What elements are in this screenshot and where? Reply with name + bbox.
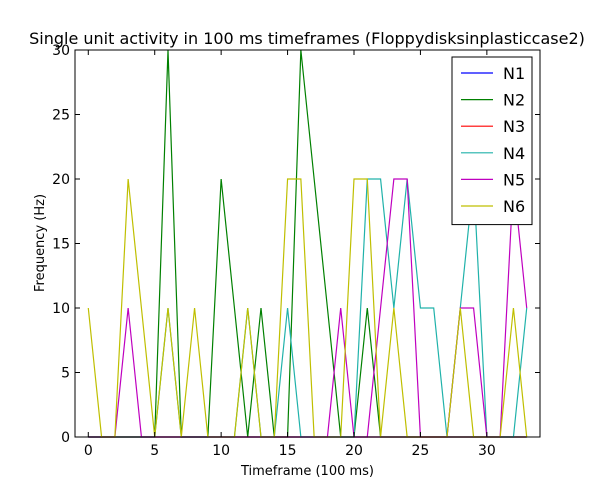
y-tick-label: 20: [52, 172, 70, 188]
legend-label: N6: [503, 197, 525, 216]
chart-title: Single unit activity in 100 ms timeframe…: [29, 29, 585, 48]
y-tick-label: 0: [61, 430, 70, 446]
y-tick-label: 15: [52, 237, 70, 253]
x-tick-label: 30: [478, 443, 496, 459]
legend-label: N1: [503, 64, 525, 83]
y-tick-label: 5: [61, 366, 70, 382]
legend-label: N3: [503, 117, 525, 136]
x-axis: 0 5 10 15 20 25 30: [84, 50, 496, 459]
x-tick-label: 0: [84, 443, 93, 459]
legend-label: N5: [503, 170, 525, 189]
series-line-n6: [87, 178, 528, 438]
x-tick-label: 15: [279, 443, 297, 459]
legend-label: N2: [503, 91, 525, 110]
y-tick-label: 10: [52, 301, 70, 317]
x-axis-label: Timeframe (100 ms): [240, 464, 374, 479]
legend: N1 N2 N3 N4 N5 N6: [451, 56, 533, 226]
x-tick-label: 20: [345, 443, 363, 459]
y-tick-label: 30: [52, 43, 70, 59]
legend-label: N4: [503, 144, 525, 163]
y-axis: 0 5 10 15 20 25 30: [52, 43, 540, 446]
legend-box: [451, 56, 533, 226]
y-axis-label: Frequency (Hz): [33, 194, 48, 292]
x-tick-label: 10: [212, 443, 230, 459]
y-tick-label: 25: [52, 108, 70, 124]
x-tick-label: 5: [150, 443, 159, 459]
x-tick-label: 25: [412, 443, 430, 459]
